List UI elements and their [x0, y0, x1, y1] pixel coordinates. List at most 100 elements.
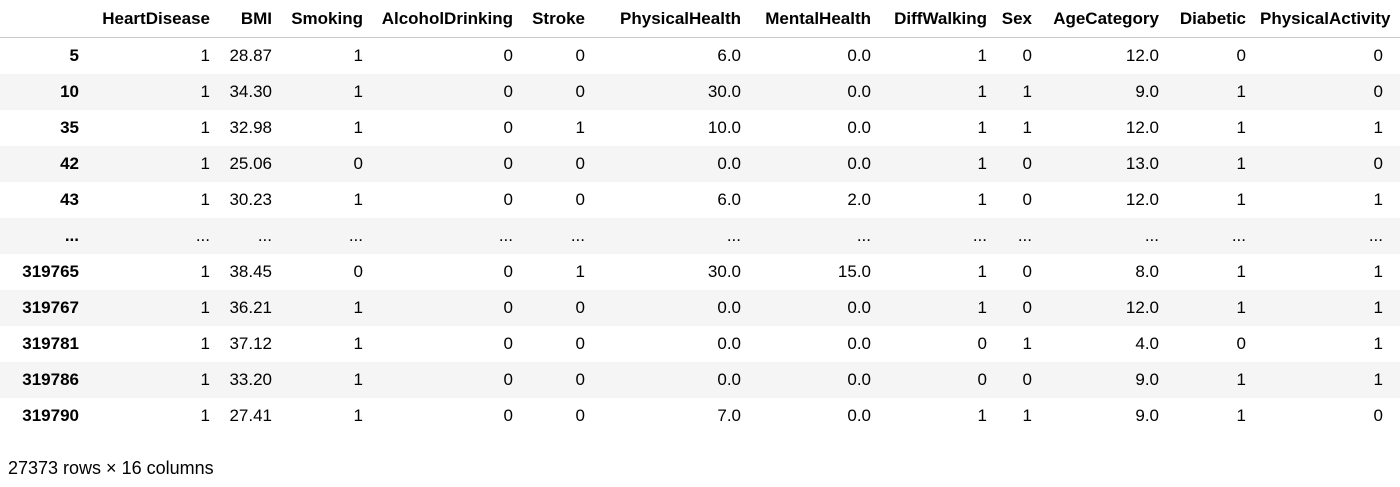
table-cell: 0 [1022, 190, 1032, 209]
table-cell: 25.06 [229, 154, 272, 173]
column-header: PhysicalHealth [599, 0, 755, 38]
column-header: AlcoholDrinking [377, 0, 527, 38]
table-cell: 1 [1373, 262, 1383, 281]
table-cell: 30.23 [229, 190, 272, 209]
column-header: HeartDisease [93, 0, 224, 38]
table-cell: ... [1017, 226, 1032, 245]
dataframe-table: HeartDisease BMI Smoking AlcoholDrinking Str… [0, 0, 1400, 435]
table-cell: 4.0 [1135, 334, 1159, 353]
table-row: 43 1 30.23 1 0 0 6.0 2.0 1 0 12.0 1 1 [0, 182, 1400, 218]
table-cell: 2.0 [847, 190, 871, 209]
table-cell: 0 [503, 406, 513, 425]
row-index: 319790 [22, 406, 79, 425]
table-row: 35 1 32.98 1 0 1 10.0 0.0 1 1 12.0 1 1 [0, 110, 1400, 146]
table-cell: 1 [353, 190, 363, 209]
header-row: HeartDisease BMI Smoking AlcoholDrinking Str… [0, 0, 1400, 38]
row-index: ... [64, 226, 79, 245]
row-index: 319786 [22, 370, 79, 389]
column-header: Sex [1001, 0, 1046, 38]
table-row: 319790 1 27.41 1 0 0 7.0 0.0 1 1 9.0 1 0 [0, 398, 1400, 434]
table-cell: 1 [1022, 82, 1032, 101]
table-cell: 0 [1022, 154, 1032, 173]
table-cell: 0 [353, 262, 363, 281]
table-cell: ... [348, 226, 363, 245]
table-cell: 0 [503, 262, 513, 281]
table-cell: 0 [503, 334, 513, 353]
table-cell: 0 [1373, 46, 1383, 65]
table-cell: 8.0 [1135, 262, 1159, 281]
table-cell: 1 [353, 406, 363, 425]
table-cell: 0.0 [847, 82, 871, 101]
table-cell: 0 [1236, 334, 1246, 353]
table-cell: 0.0 [717, 370, 741, 389]
table-cell: 1 [575, 118, 585, 137]
table-cell: 0 [575, 370, 585, 389]
table-row: 5 1 28.87 1 0 0 6.0 0.0 1 0 12.0 0 0 [0, 38, 1400, 75]
table-cell: 0 [1022, 46, 1032, 65]
table-cell: 0.0 [847, 298, 871, 317]
table-cell: 0 [1022, 262, 1032, 281]
row-column-count: 27373 rows × 16 columns [8, 458, 214, 478]
table-cell: 1 [1373, 370, 1383, 389]
table-cell: 9.0 [1135, 406, 1159, 425]
table-cell: 37.12 [229, 334, 272, 353]
table-cell: 0 [503, 370, 513, 389]
table-cell: 1 [977, 118, 987, 137]
table-cell: 0 [503, 82, 513, 101]
table-cell: 0 [575, 46, 585, 65]
table-cell: 15.0 [837, 262, 871, 281]
table-cell: ... [1368, 226, 1383, 245]
table-cell: 1 [353, 334, 363, 353]
table-cell: 12.0 [1125, 118, 1159, 137]
table-cell: 1 [1236, 370, 1246, 389]
table-cell: 1 [1236, 190, 1246, 209]
table-cell: 1 [200, 82, 210, 101]
table-cell: 0 [1022, 298, 1032, 317]
table-cell: ... [498, 226, 513, 245]
table-cell: 1 [575, 262, 585, 281]
table-cell: 0.0 [717, 154, 741, 173]
row-index: 10 [60, 82, 79, 101]
table-cell: 30.0 [707, 262, 741, 281]
table-cell: 1 [353, 46, 363, 65]
row-index: 42 [60, 154, 79, 173]
table-cell: 1 [200, 190, 210, 209]
table-cell: 6.0 [717, 46, 741, 65]
table-cell: 0 [575, 334, 585, 353]
table-cell: 10.0 [707, 118, 741, 137]
table-cell: 1 [200, 370, 210, 389]
row-index: 5 [69, 46, 79, 65]
table-cell: 1 [353, 118, 363, 137]
table-cell: 1 [200, 334, 210, 353]
table-cell: 34.30 [229, 82, 272, 101]
table-cell: ... [195, 226, 210, 245]
table-cell: 30.0 [707, 82, 741, 101]
table-cell: 0 [575, 154, 585, 173]
table-cell: 0 [503, 154, 513, 173]
table-cell: 27.41 [229, 406, 272, 425]
table-cell: ... [570, 226, 585, 245]
table-cell: ... [1144, 226, 1159, 245]
table-row: ....................................... [0, 218, 1400, 254]
table-cell: 1 [977, 154, 987, 173]
table-cell: 1 [1236, 406, 1246, 425]
table-cell: 13.0 [1125, 154, 1159, 173]
table-cell: 33.20 [229, 370, 272, 389]
table-cell: 0 [353, 154, 363, 173]
table-cell: 0 [1022, 370, 1032, 389]
table-cell: 12.0 [1125, 298, 1159, 317]
table-cell: 1 [1236, 262, 1246, 281]
table-cell: 1 [1236, 82, 1246, 101]
table-cell: 28.87 [229, 46, 272, 65]
table-cell: 0.0 [847, 334, 871, 353]
table-cell: 12.0 [1125, 190, 1159, 209]
column-header: Stroke [527, 0, 599, 38]
table-cell: 0 [575, 190, 585, 209]
table-cell: 1 [1022, 118, 1032, 137]
table-body: 5 1 28.87 1 0 0 6.0 0.0 1 0 12.0 0 0 10 1 34.30 1 0 0 30.0 0… [0, 38, 1400, 435]
row-index: 319767 [22, 298, 79, 317]
table-cell: 1 [1236, 154, 1246, 173]
table-row: 319765 1 38.45 0 0 1 30.0 15.0 1 0 8.0 1 1 [0, 254, 1400, 290]
table-cell: 1 [1373, 190, 1383, 209]
table-cell: 1 [1236, 118, 1246, 137]
